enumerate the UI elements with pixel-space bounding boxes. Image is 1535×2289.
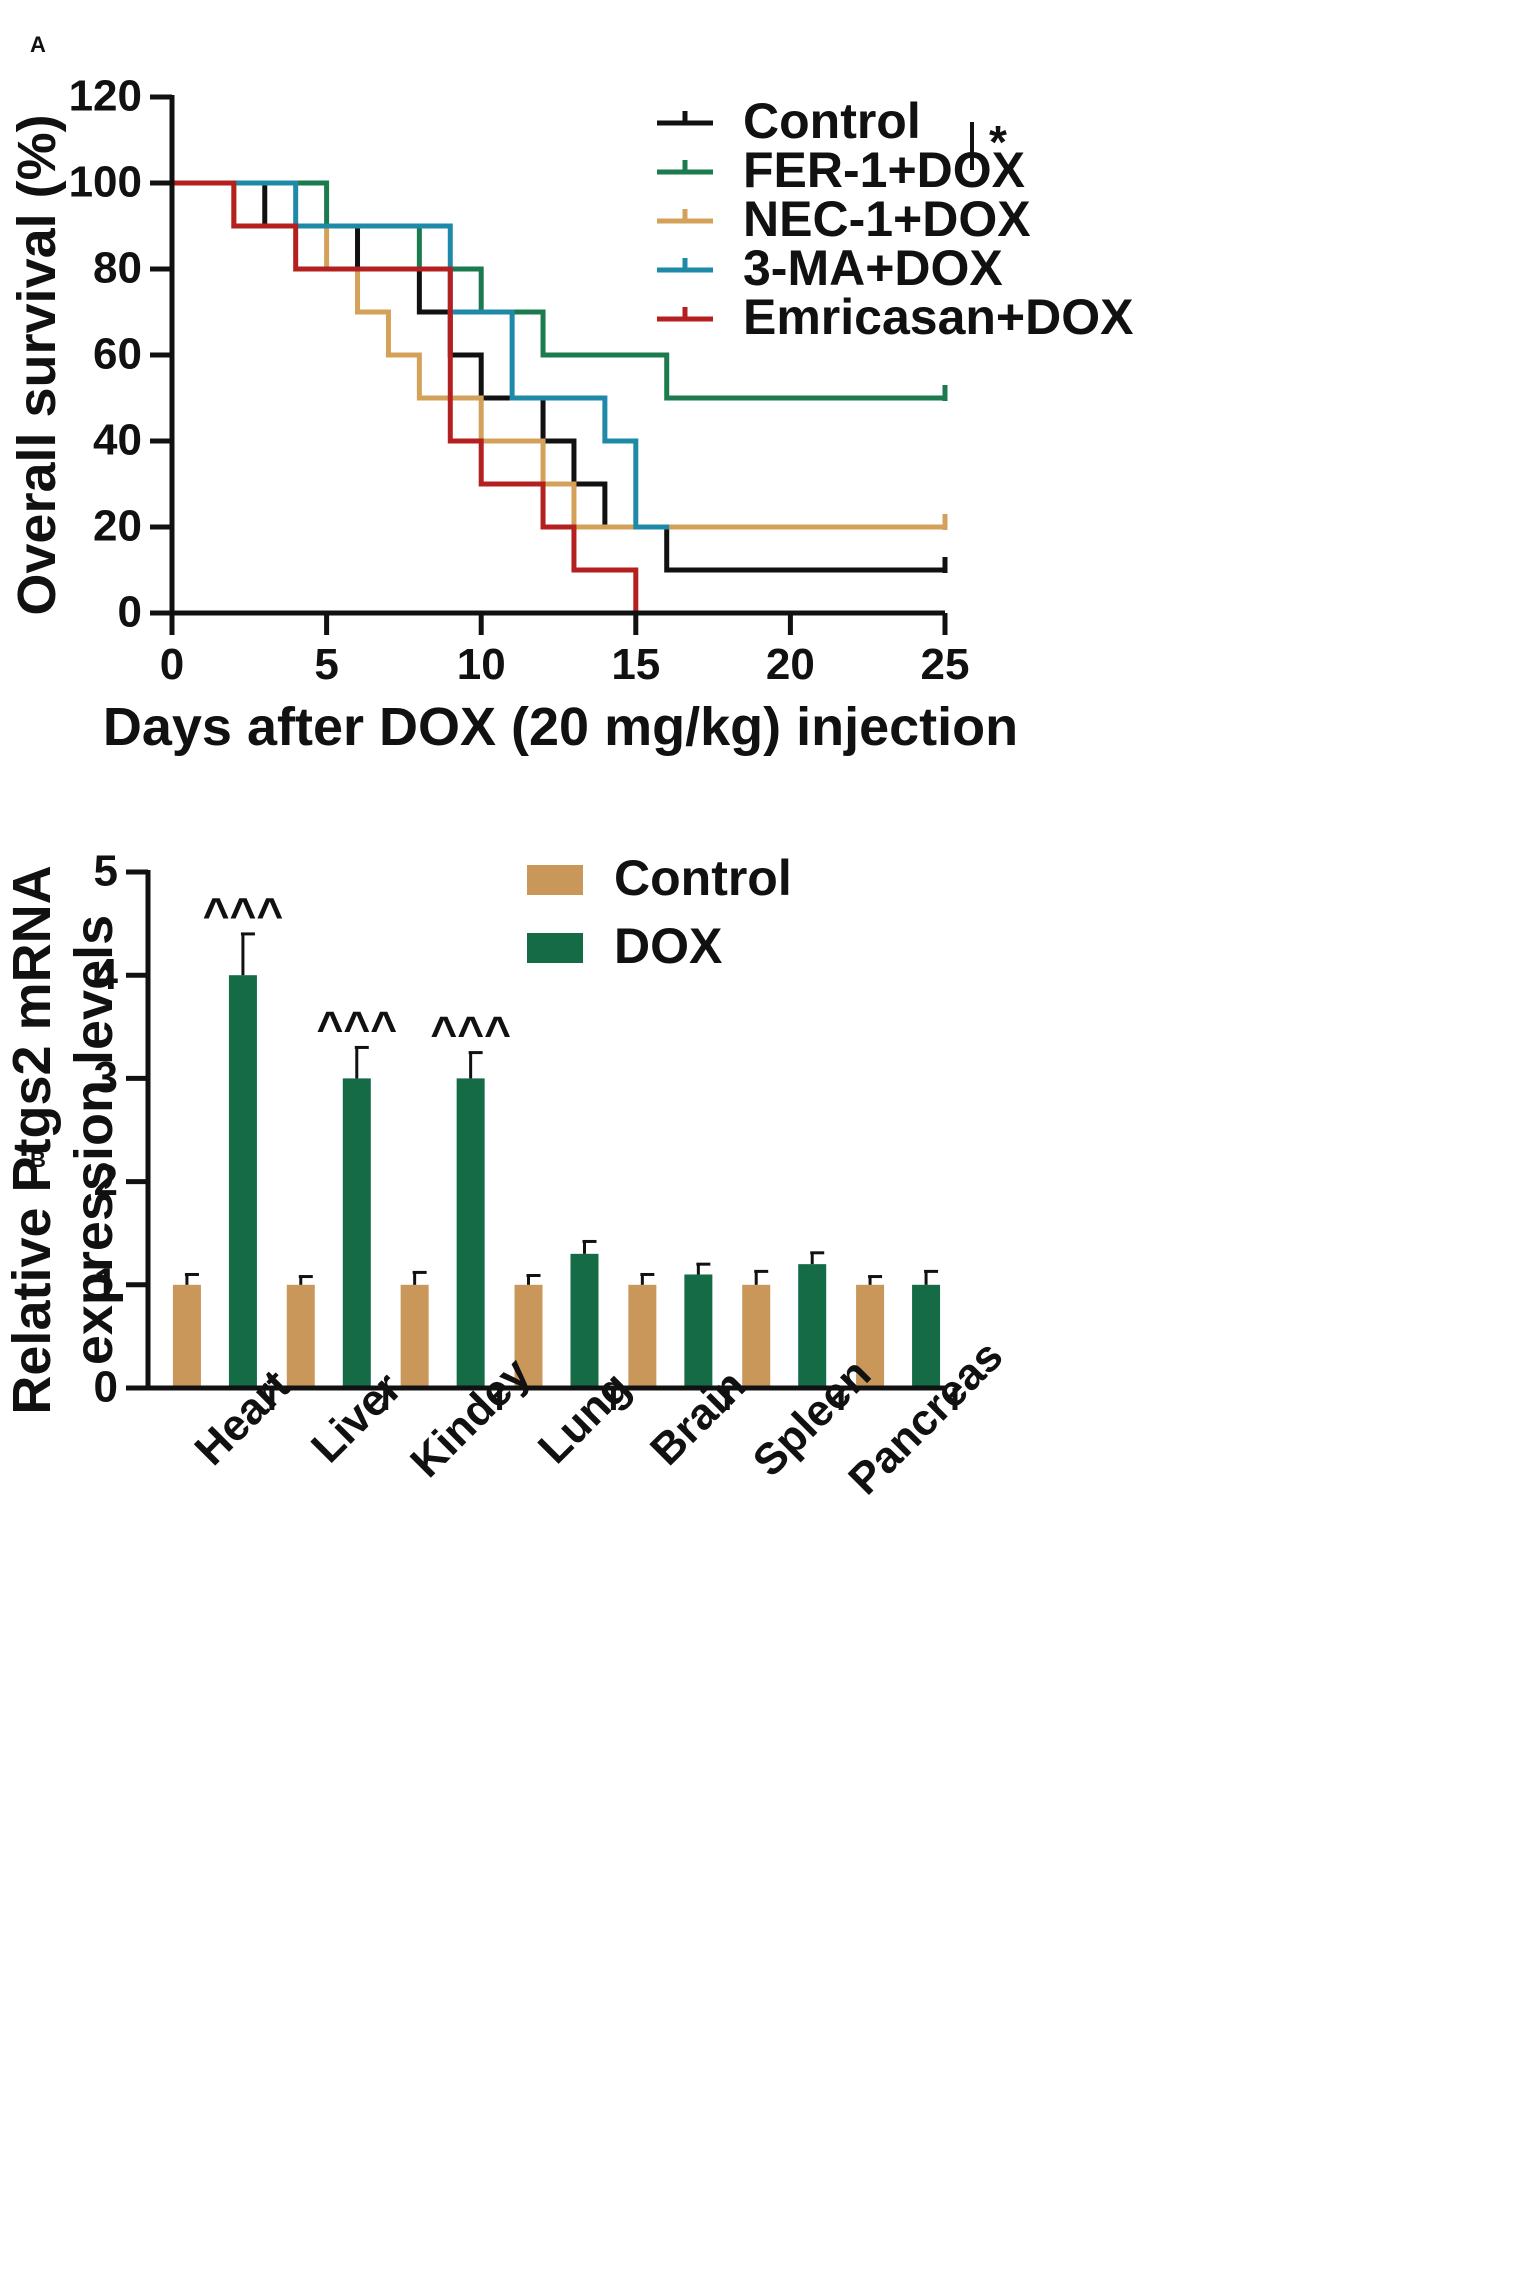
legend-label-control: Control [743, 93, 921, 149]
significance-annotation-heart: ^^^ [203, 888, 284, 940]
x-tick-label: 10 [457, 640, 506, 689]
significance-annotation-liver: ^^^ [316, 1001, 397, 1053]
bar-dox-brain [684, 1274, 713, 1388]
y-tick-label: 40 [93, 416, 142, 465]
survival-curve-control [169, 180, 948, 573]
bar-control-spleen [742, 1284, 771, 1388]
panel-b-letter: B [30, 1147, 46, 1172]
bar-dox-spleen [798, 1264, 827, 1388]
bar-dox-kindey [456, 1078, 485, 1388]
y-tick-label: 0 [118, 588, 142, 637]
panel-a-x-axis-title: Days after DOX (20 mg/kg) injection [103, 697, 1018, 757]
x-tick-label: 20 [766, 640, 815, 689]
bar-control-heart [172, 1284, 201, 1388]
bar-control-kindey [400, 1284, 429, 1388]
survival-curves [169, 180, 948, 616]
y-tick-label: 80 [93, 244, 142, 293]
bar-dox-heart [228, 975, 257, 1388]
legend-label-3-ma-dox: 3-MA+DOX [743, 240, 1003, 296]
y-tick-label: 20 [93, 502, 142, 551]
y-tick-label: 0 [94, 1363, 118, 1412]
bar-control-liver [286, 1284, 315, 1388]
legend-swatch-dox [527, 933, 583, 963]
y-tick-label: 4 [94, 950, 119, 999]
y-tick-label: 3 [94, 1053, 118, 1102]
x-tick-label: 25 [921, 640, 970, 689]
legend-label-fer-1-dox: FER-1+DOX [743, 142, 1025, 198]
y-tick-label: 60 [93, 330, 142, 379]
panel-a-letter: A [30, 32, 46, 57]
panel-b-legend: Control DOX [527, 850, 792, 974]
x-tick-label: 5 [314, 640, 338, 689]
y-tick-label: 120 [69, 72, 142, 121]
y-tick-label: 5 [94, 847, 118, 896]
bar-dox-lung [570, 1253, 599, 1388]
panel-a-legend: ControlFER-1+DOXNEC-1+DOX3-MA+DOXEmricas… [657, 93, 1133, 345]
significance-annotation-kindey: ^^^ [430, 1007, 511, 1059]
legend-label-control: Control [614, 850, 792, 906]
bar-control-pancreas [856, 1284, 885, 1388]
panel-a-axes: 0 20 40 60 80 100 120 0 5 10 15 20 25 [69, 72, 970, 689]
survival-curve-fer-1-dox [169, 180, 948, 401]
bar-control-lung [514, 1284, 543, 1388]
panel-b-y-axis-title-line1: Relative Ptgs2 mRNA [2, 865, 62, 1414]
survival-curve-3-ma-dox [169, 180, 670, 530]
legend-label-nec-1-dox: NEC-1+DOX [743, 191, 1031, 247]
legend-label-dox: DOX [614, 918, 722, 974]
bars: ^^^ ^^^ ^^^ [172, 888, 941, 1388]
bar-dox-liver [342, 1078, 371, 1388]
bar-control-brain [628, 1284, 657, 1388]
panel-b-y-axis-title-line2: expression levels [64, 915, 124, 1365]
x-tick-label: 0 [160, 640, 184, 689]
y-tick-label: 2 [94, 1156, 118, 1205]
bar-dox-pancreas [912, 1284, 941, 1388]
panel-a-survival-chart: A 0 20 40 60 80 100 120 0 5 10 15 20 25 ControlFER-1… [7, 32, 1133, 757]
panel-a-y-axis-title: Overall survival (%) [7, 114, 67, 615]
x-tick-label: 15 [611, 640, 660, 689]
legend-swatch-control [527, 865, 583, 895]
y-tick-label: 1 [94, 1259, 118, 1308]
significance-label: * [989, 116, 1007, 168]
legend-label-emricasan-dox: Emricasan+DOX [743, 289, 1133, 345]
survival-curve-emricasan-dox [169, 180, 639, 616]
y-tick-label: 100 [69, 158, 142, 207]
